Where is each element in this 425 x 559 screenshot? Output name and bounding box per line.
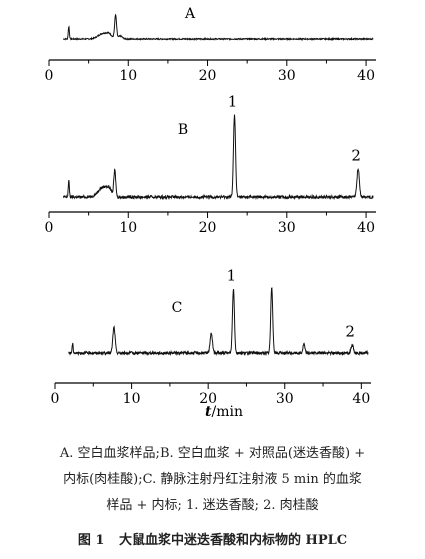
x-tick-label: 40: [357, 68, 375, 84]
x-tick-label: 0: [45, 68, 54, 84]
chromatogram-panel-B: 0 10 20 30 40 B 1 2: [45, 92, 376, 236]
x-tick-label: 40: [352, 391, 370, 407]
x-tick-label: 10: [123, 391, 141, 407]
x-tick-label: 0: [45, 220, 54, 236]
x-tick-label: 40: [357, 220, 375, 236]
chromatogram-trace-B: [62, 114, 374, 201]
x-tick-label: 30: [276, 391, 294, 407]
figure-caption: 图 1 大鼠血浆中迷迭香酸和内标物的 HPLC: [0, 529, 425, 548]
figure-number: 图 1: [77, 533, 105, 548]
note-line-1: A. 空白血浆样品;B. 空白血浆 + 对照品(迷迭香酸) +: [59, 446, 366, 461]
x-tick-label: 30: [278, 220, 296, 236]
x-tick-label: 20: [199, 220, 217, 236]
x-tick-label: 20: [199, 391, 217, 407]
x-axis-title: t/min: [205, 404, 243, 420]
x-tick-label: 10: [119, 220, 137, 236]
chromatogram-panel-C: 0 10 20 30 40 C 1 2: [51, 267, 371, 407]
peak-label-2: 2: [345, 323, 355, 341]
peak-label-2: 2: [351, 147, 361, 165]
panel-label-A: A: [184, 6, 196, 22]
peak-label-1: 1: [228, 92, 238, 110]
figure-note: A. 空白血浆样品;B. 空白血浆 + 对照品(迷迭香酸) + 内标(肉桂酸);…: [0, 441, 425, 519]
note-line-2: 内标(肉桂酸);C. 静脉注射丹红注射液 5 min 的血浆: [63, 472, 362, 487]
figure-title: 大鼠血浆中迷迭香酸和内标物的 HPLC: [119, 533, 348, 548]
x-tick-label: 20: [199, 68, 217, 84]
chromatogram-trace-C: [68, 287, 369, 357]
peak-label-1: 1: [227, 267, 237, 285]
x-tick-label: 30: [278, 68, 296, 84]
panel-label-B: B: [178, 122, 188, 138]
note-line-3: 样品 + 内标; 1. 迷迭香酸; 2. 肉桂酸: [106, 498, 319, 513]
chromatogram-panel-A: 0 10 20 30 40 A: [45, 6, 376, 84]
panel-label-C: C: [172, 300, 183, 316]
x-tick-label: 0: [51, 391, 60, 407]
chromatogram-trace-A: [63, 13, 374, 42]
x-tick-label: 10: [119, 68, 137, 84]
